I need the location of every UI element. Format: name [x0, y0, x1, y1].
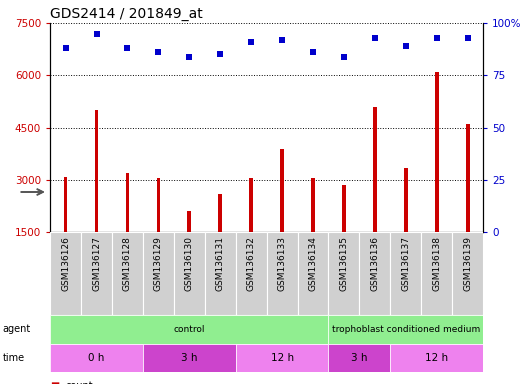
Point — [123, 45, 131, 51]
Bar — [50, 315, 328, 344]
Point — [247, 39, 256, 45]
Text: GSM136135: GSM136135 — [340, 237, 348, 291]
Bar — [298, 232, 328, 315]
Text: GSM136139: GSM136139 — [463, 237, 472, 291]
Point — [278, 37, 286, 43]
Point — [92, 30, 101, 36]
Bar — [311, 178, 315, 232]
Text: GDS2414 / 201849_at: GDS2414 / 201849_at — [50, 7, 203, 21]
Text: 3 h: 3 h — [181, 353, 197, 363]
Text: GSM136131: GSM136131 — [216, 237, 225, 291]
Point — [154, 49, 163, 55]
Bar — [174, 232, 205, 315]
Bar — [156, 178, 161, 232]
Bar — [81, 232, 112, 315]
Text: time: time — [3, 353, 25, 363]
Bar — [187, 211, 191, 232]
Text: control: control — [174, 325, 205, 334]
Text: count: count — [66, 381, 93, 384]
Bar — [342, 185, 346, 232]
Point — [371, 35, 379, 41]
Text: 3 h: 3 h — [351, 353, 367, 363]
Bar — [360, 232, 390, 315]
Text: GSM136138: GSM136138 — [432, 237, 441, 291]
Text: agent: agent — [3, 324, 31, 334]
Text: GSM136129: GSM136129 — [154, 237, 163, 291]
Point — [216, 51, 224, 58]
Bar — [435, 72, 439, 232]
Text: GSM136126: GSM136126 — [61, 237, 70, 291]
Bar — [235, 344, 328, 372]
Point — [464, 35, 472, 41]
Bar — [421, 232, 452, 315]
Bar — [50, 344, 143, 372]
Bar — [126, 173, 129, 232]
Bar — [328, 232, 360, 315]
Bar — [50, 232, 81, 315]
Bar — [112, 232, 143, 315]
Text: 12 h: 12 h — [270, 353, 294, 363]
Bar — [466, 124, 469, 232]
Point — [340, 53, 348, 60]
Point — [185, 53, 194, 60]
Text: GSM136133: GSM136133 — [278, 237, 287, 291]
Text: GSM136137: GSM136137 — [401, 237, 410, 291]
Bar — [235, 232, 267, 315]
Text: GSM136127: GSM136127 — [92, 237, 101, 291]
Bar — [95, 110, 98, 232]
Point — [309, 49, 317, 55]
Bar — [328, 315, 483, 344]
Bar — [249, 178, 253, 232]
Bar — [143, 232, 174, 315]
Point — [432, 35, 441, 41]
Bar — [219, 194, 222, 232]
Bar — [390, 344, 483, 372]
Text: GSM136132: GSM136132 — [247, 237, 256, 291]
Bar — [373, 107, 377, 232]
Bar — [404, 168, 408, 232]
Bar — [205, 232, 235, 315]
Text: ■: ■ — [50, 381, 60, 384]
Bar — [452, 232, 483, 315]
Point — [402, 43, 410, 49]
Text: GSM136136: GSM136136 — [370, 237, 380, 291]
Text: GSM136134: GSM136134 — [308, 237, 317, 291]
Bar — [280, 149, 284, 232]
Bar — [64, 177, 68, 232]
Text: trophoblast conditioned medium: trophoblast conditioned medium — [332, 325, 480, 334]
Text: GSM136130: GSM136130 — [185, 237, 194, 291]
Bar — [390, 232, 421, 315]
Bar — [267, 232, 298, 315]
Bar — [328, 344, 390, 372]
Bar — [143, 344, 235, 372]
Text: GSM136128: GSM136128 — [123, 237, 132, 291]
Text: 0 h: 0 h — [88, 353, 105, 363]
Point — [61, 45, 70, 51]
Text: 12 h: 12 h — [425, 353, 448, 363]
